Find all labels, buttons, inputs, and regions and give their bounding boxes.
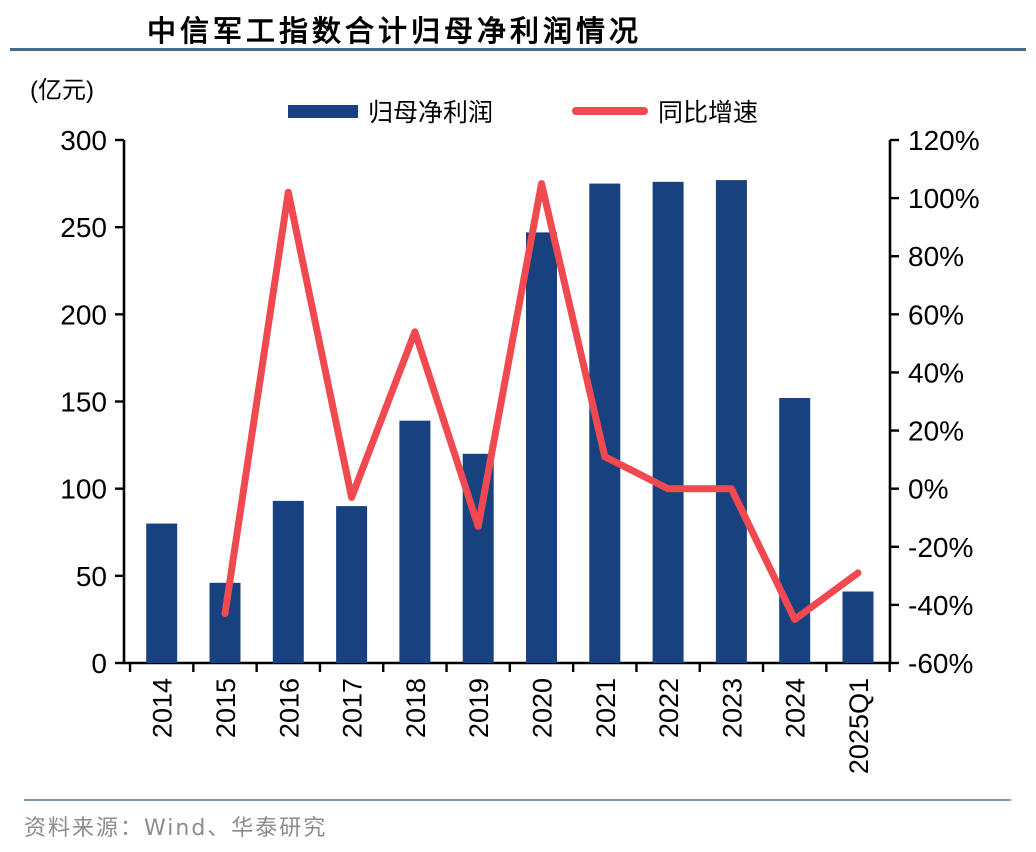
- left-axis-tick-label: 50: [76, 561, 107, 592]
- right-axis-tick-label: 0%: [908, 474, 948, 505]
- x-axis-label-2017: 2017: [338, 678, 368, 738]
- right-axis-tick-label: 80%: [908, 241, 964, 272]
- bar-2017: [336, 506, 368, 663]
- left-axis-tick-label: 250: [60, 212, 107, 243]
- x-axis-label-2014: 2014: [148, 678, 178, 738]
- left-axis-tick-label: 300: [60, 125, 107, 156]
- x-axis-label-2023: 2023: [717, 678, 747, 738]
- bar-2018: [399, 420, 431, 663]
- right-axis-tick-label: 100%: [908, 183, 980, 214]
- bar-2020: [526, 232, 557, 663]
- left-axis-tick-label: 0: [91, 648, 107, 679]
- title-divider: [10, 48, 1026, 51]
- right-axis-tick-label: -40%: [908, 590, 973, 621]
- growth-line: [221, 180, 862, 623]
- bar-2014: [146, 523, 178, 663]
- chart-title: 中信军工指数合计归母净利润情况: [147, 14, 643, 48]
- bar-2016: [272, 500, 304, 663]
- right-axis-tick-label: -60%: [908, 648, 973, 679]
- source-note: 资料来源：Wind、华泰研究: [24, 816, 328, 841]
- x-axis-label-2018: 2018: [401, 678, 431, 738]
- x-axis-label-2022: 2022: [654, 678, 684, 738]
- left-axis-tick-label: 150: [60, 387, 107, 418]
- left-axis-tick-label: 100: [60, 474, 107, 505]
- left-axis-unit-label: (亿元): [30, 77, 94, 104]
- x-axis-label-2015: 2015: [211, 678, 241, 738]
- legend-bar-label: 归母净利润: [368, 98, 494, 127]
- left-axis-tick-label: 200: [60, 299, 107, 330]
- bar-2023: [715, 180, 747, 663]
- x-axis-label-2024: 2024: [781, 678, 811, 738]
- x-axis-label-2020: 2020: [528, 678, 558, 738]
- legend-item-yoy-growth: 同比增速: [572, 96, 759, 127]
- footer-divider: [24, 799, 1011, 801]
- x-axis-label-2016: 2016: [274, 678, 304, 738]
- right-axis-tick-label: 120%: [908, 125, 980, 156]
- right-axis-tick-label: 40%: [908, 357, 964, 388]
- bar-2025Q1: [842, 591, 874, 663]
- right-axis-tick-label: -20%: [908, 532, 973, 563]
- line-series-swatch-icon: [572, 107, 648, 115]
- bar-2022: [652, 181, 684, 663]
- legend-item-net-profit: 归母净利润: [288, 96, 494, 127]
- x-axis-label-2019: 2019: [464, 678, 494, 738]
- legend-line-label: 同比增速: [658, 98, 759, 127]
- x-axis-label-2021: 2021: [591, 678, 621, 738]
- bar-series-swatch-icon: [288, 104, 358, 118]
- x-axis-label-2025Q1: 2025Q1: [844, 678, 874, 774]
- right-axis-tick-label: 20%: [908, 416, 964, 447]
- bar-2024: [779, 398, 811, 663]
- right-axis-tick-label: 60%: [908, 299, 964, 330]
